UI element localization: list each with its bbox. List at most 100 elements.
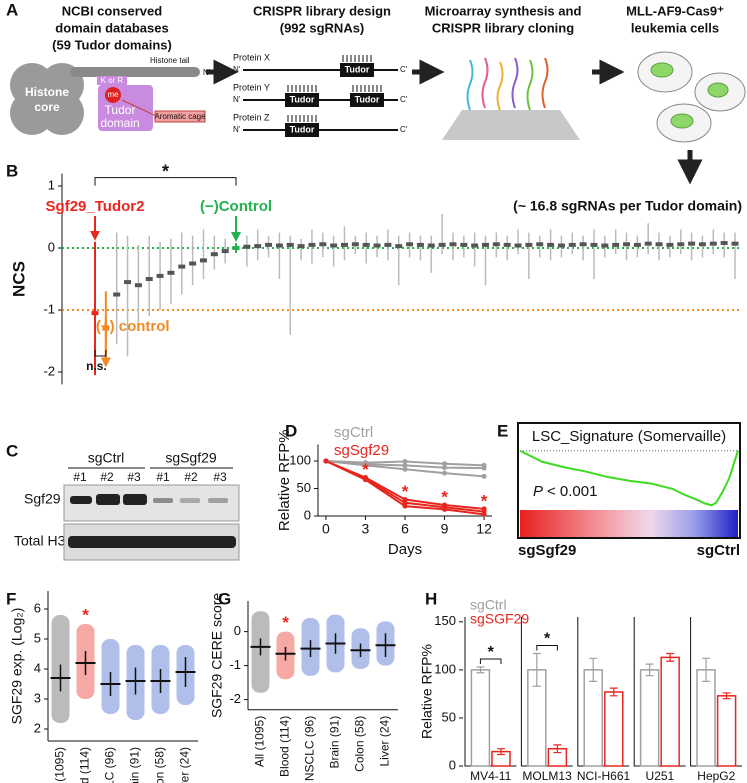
y-tick-label: -1	[229, 657, 241, 672]
y-tick-label: 0	[48, 239, 55, 254]
box-median	[601, 243, 609, 248]
box-median	[134, 283, 142, 288]
box-median	[449, 242, 457, 247]
x-tick-label: 6	[401, 521, 409, 537]
label: E	[497, 421, 508, 440]
box-median	[677, 242, 685, 247]
box-median	[514, 243, 522, 248]
box-median	[536, 242, 544, 247]
box-median	[254, 244, 262, 249]
box-median	[113, 292, 121, 297]
significance-label: *	[162, 161, 169, 181]
box-median	[221, 249, 229, 254]
rect-shape	[154, 110, 206, 123]
bar	[639, 669, 660, 767]
box-median	[297, 244, 305, 249]
x-tick-label: NSCLC (96)	[103, 747, 117, 783]
label: B	[6, 161, 18, 180]
rect-shape	[517, 422, 741, 539]
point	[442, 465, 448, 471]
rect-shape	[68, 536, 236, 548]
box-median	[416, 242, 424, 247]
label: (992 sgRNAs)	[280, 20, 365, 35]
tudor-box	[340, 63, 374, 77]
box-median	[351, 242, 359, 247]
rect-shape	[97, 76, 127, 85]
bar	[470, 669, 491, 767]
x-axis-label: Days	[388, 541, 422, 558]
label: CRISPR library cloning	[432, 20, 574, 35]
box-median	[460, 242, 468, 247]
error-bar	[666, 652, 675, 662]
x-tick-label: Blood (114)	[278, 716, 292, 777]
box-median	[243, 244, 251, 249]
x-tick-label: Blood (114)	[78, 747, 92, 783]
box-median	[384, 242, 392, 247]
path-shape	[511, 57, 519, 109]
label: Histone tail	[150, 56, 190, 65]
y-tick-label: 5	[34, 630, 41, 645]
panel-axes	[690, 617, 742, 767]
protein-name: Protein Y	[233, 82, 270, 92]
rect-shape	[208, 498, 228, 503]
tudor-label: Tudor	[290, 94, 315, 104]
bar	[696, 669, 716, 767]
protein-name: Protein X	[233, 52, 270, 62]
rect-shape	[70, 67, 200, 77]
label: #1	[73, 470, 87, 484]
label: leukemia cells	[631, 20, 719, 35]
box-median	[557, 243, 565, 248]
box-median	[308, 242, 316, 247]
tudor-box	[350, 93, 384, 107]
significance-label: *	[82, 605, 89, 624]
c-terminus: C'	[400, 65, 408, 74]
rect-shape	[63, 484, 240, 522]
bar	[604, 691, 624, 767]
legend-entry: sgSGF29	[470, 611, 529, 627]
c-terminus: C'	[400, 125, 408, 134]
y-tick-label: 100	[434, 661, 456, 676]
point	[402, 466, 408, 472]
note: (~ 16.8 sgRNAs per Tudor domain)	[513, 198, 742, 214]
rect-shape	[520, 510, 738, 537]
box-median	[406, 242, 414, 247]
label: Total H3	[14, 533, 66, 549]
significance-label: *	[362, 460, 369, 479]
ellipse-shape	[707, 82, 729, 98]
significance-label: *	[402, 482, 409, 501]
box-median	[199, 258, 207, 263]
label: NCBI conserved	[62, 3, 162, 18]
path-shape	[481, 57, 489, 109]
point	[323, 458, 329, 464]
y-tick-label: 0	[234, 623, 241, 638]
box-median	[633, 242, 641, 247]
panel-axes	[464, 617, 517, 767]
label: core	[34, 100, 60, 114]
box-median	[275, 243, 283, 248]
label: MLL-AF9-Cas9⁺	[626, 3, 724, 18]
error-bar	[476, 666, 485, 674]
label: #1	[156, 470, 170, 484]
label: Sgf29	[24, 491, 61, 507]
error-bar	[609, 687, 618, 697]
path-shape	[541, 57, 549, 109]
x-tick-label: Liver (24)	[378, 716, 392, 767]
x-tick-label: U251	[646, 769, 675, 783]
tudor-box	[285, 123, 319, 137]
label: K or R	[101, 76, 124, 85]
x-tick-label: 3	[362, 521, 370, 537]
label: me	[107, 90, 119, 99]
g-shape	[68, 494, 236, 548]
histone-core	[10, 63, 84, 135]
box-median	[373, 243, 381, 248]
x-tick-label: All (1095)	[53, 747, 67, 783]
g-shape	[466, 57, 549, 111]
box-median	[590, 242, 598, 247]
box-median	[91, 311, 99, 316]
label: #2	[184, 470, 198, 484]
bar	[660, 656, 680, 767]
label: domain databases	[55, 20, 168, 35]
g-shape: Protein X N' C' Tudor Protein Y N' C' Tudor Tudo…	[233, 52, 408, 137]
